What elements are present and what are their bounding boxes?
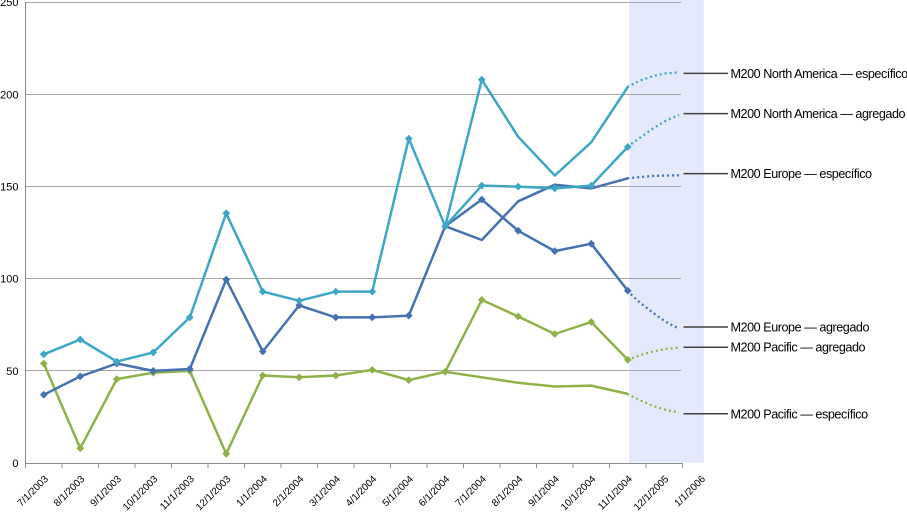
- svg-text:250: 250: [0, 0, 18, 9]
- svg-text:M200 Pacific — agregado: M200 Pacific — agregado: [731, 341, 866, 355]
- svg-text:M200 Europe — agregado: M200 Europe — agregado: [731, 321, 870, 335]
- svg-text:150: 150: [0, 182, 18, 194]
- svg-text:M200 Pacific — específico: M200 Pacific — específico: [731, 407, 869, 421]
- svg-text:0: 0: [12, 458, 18, 470]
- svg-text:200: 200: [0, 89, 18, 101]
- svg-text:50: 50: [6, 366, 18, 378]
- svg-text:M200 North America — agregado: M200 North America — agregado: [731, 107, 906, 121]
- svg-text:M200 Europe — específico: M200 Europe — específico: [731, 167, 873, 181]
- svg-text:M200 North America — específic: M200 North America — específico: [731, 67, 907, 81]
- svg-text:100: 100: [0, 274, 18, 286]
